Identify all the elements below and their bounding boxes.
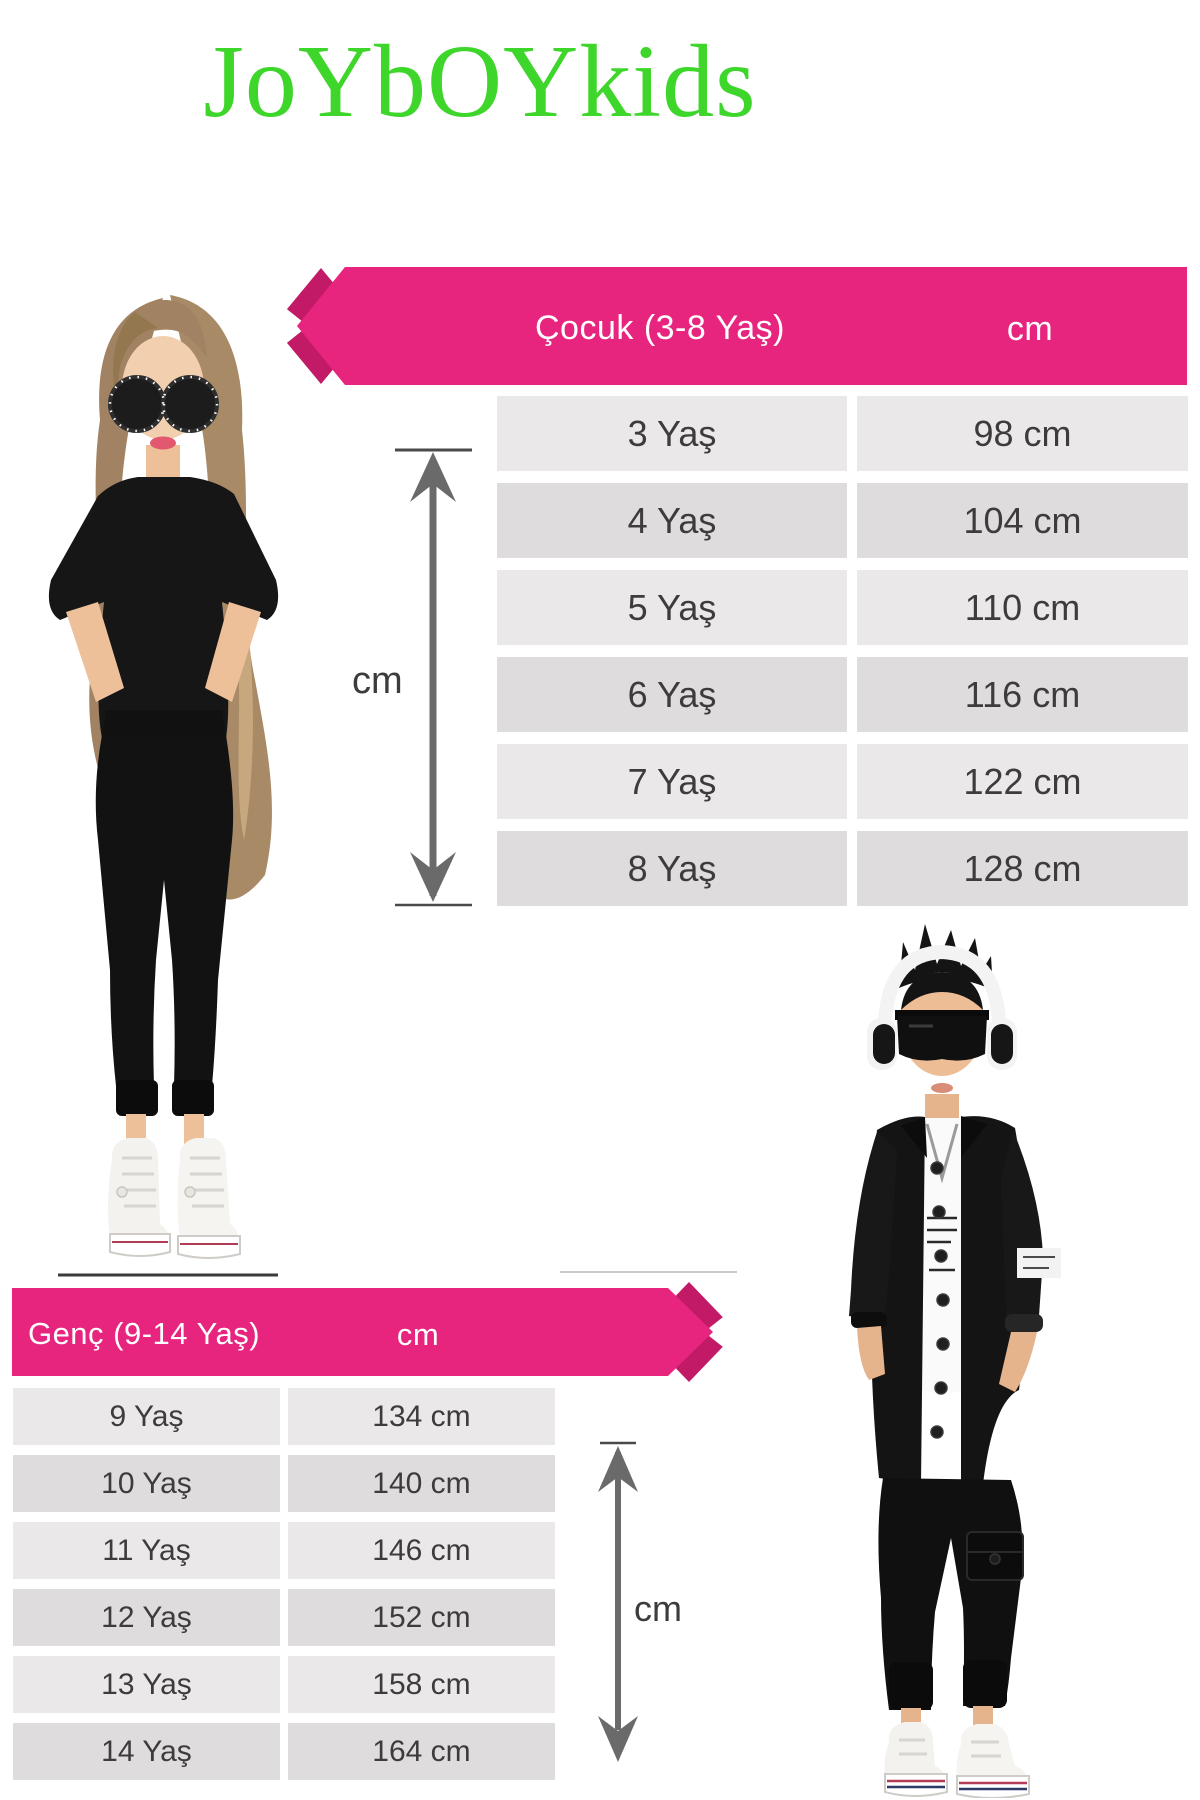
age-cell: 14 Yaş bbox=[13, 1723, 280, 1780]
boy-arrow-cm-label: cm bbox=[634, 1588, 682, 1629]
table-row: 13 Yaş 158 cm bbox=[13, 1656, 555, 1713]
child-banner-label: Çocuk (3-8 Yaş) bbox=[535, 309, 785, 347]
height-cell: 152 cm bbox=[288, 1589, 555, 1646]
table-row: 9 Yaş 134 cm bbox=[13, 1388, 555, 1445]
age-cell: 9 Yaş bbox=[13, 1388, 280, 1445]
age-cell: 7 Yaş bbox=[497, 744, 847, 819]
table-row: 3 Yaş 98 cm bbox=[497, 396, 1188, 471]
height-cell: 98 cm bbox=[857, 396, 1188, 471]
height-cell: 110 cm bbox=[857, 570, 1188, 645]
height-cell: 158 cm bbox=[288, 1656, 555, 1713]
boy-model-photo bbox=[849, 924, 1061, 1798]
age-cell: 12 Yaş bbox=[13, 1589, 280, 1646]
girl-height-arrow bbox=[395, 448, 472, 907]
height-cell: 140 cm bbox=[288, 1455, 555, 1512]
height-cell: 116 cm bbox=[857, 657, 1188, 732]
table-row: 8 Yaş 128 cm bbox=[497, 831, 1188, 906]
child-size-table: 3 Yaş 98 cm 4 Yaş 104 cm 5 Yaş 110 cm 6 … bbox=[497, 396, 1188, 918]
table-row: 11 Yaş 146 cm bbox=[13, 1522, 555, 1579]
teen-size-banner bbox=[12, 1282, 737, 1382]
age-cell: 13 Yaş bbox=[13, 1656, 280, 1713]
child-size-banner bbox=[273, 267, 1187, 385]
girl-model-photo bbox=[48, 295, 279, 1259]
height-cell: 122 cm bbox=[857, 744, 1188, 819]
age-cell: 4 Yaş bbox=[497, 483, 847, 558]
age-cell: 8 Yaş bbox=[497, 831, 847, 906]
age-cell: 5 Yaş bbox=[497, 570, 847, 645]
table-row: 10 Yaş 140 cm bbox=[13, 1455, 555, 1512]
height-cell: 146 cm bbox=[288, 1522, 555, 1579]
table-row: 5 Yaş 110 cm bbox=[497, 570, 1188, 645]
table-row: 6 Yaş 116 cm bbox=[497, 657, 1188, 732]
teen-banner-unit: cm bbox=[396, 1317, 440, 1352]
height-cell: 134 cm bbox=[288, 1388, 555, 1445]
child-banner-unit: cm bbox=[1006, 310, 1054, 348]
teen-size-table: 9 Yaş 134 cm 10 Yaş 140 cm 11 Yaş 146 cm… bbox=[13, 1388, 555, 1790]
table-row: 14 Yaş 164 cm bbox=[13, 1723, 555, 1780]
age-cell: 10 Yaş bbox=[13, 1455, 280, 1512]
table-row: 4 Yaş 104 cm bbox=[497, 483, 1188, 558]
height-cell: 164 cm bbox=[288, 1723, 555, 1780]
table-row: 12 Yaş 152 cm bbox=[13, 1589, 555, 1646]
height-cell: 128 cm bbox=[857, 831, 1188, 906]
table-row: 7 Yaş 122 cm bbox=[497, 744, 1188, 819]
height-cell: 104 cm bbox=[857, 483, 1188, 558]
girl-arrow-cm-label: cm bbox=[352, 660, 403, 702]
age-cell: 6 Yaş bbox=[497, 657, 847, 732]
age-cell: 11 Yaş bbox=[13, 1522, 280, 1579]
age-cell: 3 Yaş bbox=[497, 396, 847, 471]
teen-banner-label: Genç (9-14 Yaş) bbox=[27, 1316, 261, 1351]
boy-height-arrow bbox=[598, 1441, 638, 1762]
brand-title: JoYbOYkids bbox=[203, 24, 757, 139]
